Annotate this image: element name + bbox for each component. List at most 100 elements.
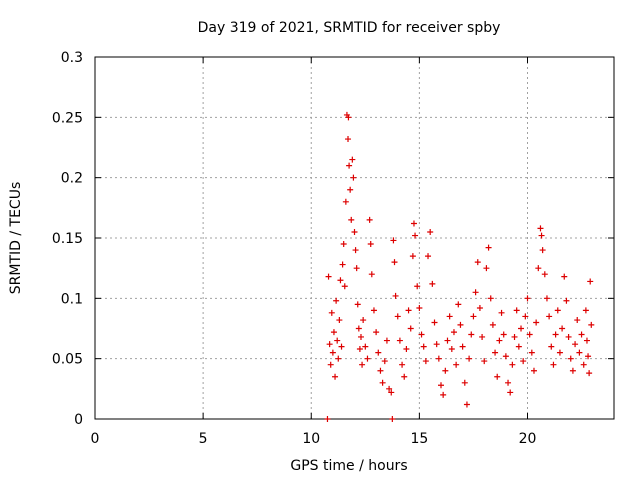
data-point [359,361,366,368]
data-point [487,295,494,302]
data-point [401,373,408,380]
data-point [582,307,589,314]
y-tick-label: 0.15 [52,231,83,247]
data-point [526,331,533,338]
data-point [556,349,563,356]
data-point [587,278,594,285]
data-point [574,317,581,324]
data-point [576,349,583,356]
data-point [396,337,403,344]
x-tick-label: 10 [302,431,320,447]
data-point [355,325,362,332]
data-point [375,349,382,356]
tick-layer: 0 5 10 15 20 0 0.05 0.1 0.15 0.2 0.25 0.3 [52,50,614,447]
data-point [580,361,587,368]
data-point [548,343,555,350]
data-point [381,358,388,365]
x-tick-label: 5 [199,431,208,447]
data-point [453,361,460,368]
data-point [410,220,417,227]
data-point [332,373,339,380]
data-point [494,373,501,380]
data-point [485,244,492,251]
data-point [440,391,447,398]
data-point [479,333,486,340]
chart-title: Day 319 of 2021, SRMTID for receiver spb… [198,20,501,36]
y-tick-label: 0.1 [61,291,83,307]
data-point [578,331,585,338]
x-tick-label: 0 [91,431,100,447]
data-point [327,361,334,368]
data-point [390,237,397,244]
data-point [442,367,449,374]
data-point [569,367,576,374]
data-point [539,247,546,254]
data-point [342,198,349,205]
data-point [431,319,438,326]
data-point [346,162,353,169]
data-point [370,307,377,314]
data-point [470,313,477,320]
data-point [483,265,490,272]
data-point [389,416,396,422]
data-point [585,353,592,360]
data-point [507,389,514,396]
data-point [386,385,393,392]
data-point [509,361,516,368]
data-point [364,355,371,362]
data-point [360,317,367,324]
data-point [481,358,488,365]
x-axis-label: GPS time / hours [290,458,407,474]
y-axis-label: SRMTID / TECUs [8,182,24,295]
data-point [348,216,355,223]
data-point [446,313,453,320]
data-point [448,346,455,353]
data-point [468,331,475,338]
data-point [455,301,462,308]
y-tick-label: 0.05 [52,352,83,368]
data-point [513,307,520,314]
data-point [414,283,421,290]
data-point [565,333,572,340]
data-point [459,343,466,350]
data-point [354,301,361,308]
data-point [472,289,479,296]
data-point [535,265,542,272]
data-point [362,343,369,350]
data-point [450,329,457,336]
data-point [409,253,416,260]
data-point [498,309,505,316]
data-point [518,325,525,332]
data-point [546,313,553,320]
data-point [330,329,337,336]
data-point [522,313,529,320]
data-point [357,333,364,340]
data-point [366,216,373,223]
data-point [403,346,410,353]
data-point [457,321,464,328]
data-point [379,379,386,386]
points-layer [324,111,595,422]
data-point [338,343,345,350]
x-tick-label: 15 [410,431,428,447]
data-point [520,358,527,365]
data-point [552,331,559,338]
data-point [476,304,483,311]
y-tick-label: 0 [74,412,83,428]
data-point [444,337,451,344]
data-point [388,389,395,396]
data-point [541,271,548,278]
y-tick-label: 0.3 [61,50,83,66]
data-point [533,319,540,326]
data-point [367,241,374,248]
data-point [339,261,346,268]
data-point [341,283,348,290]
data-point [496,337,503,344]
grid-layer [95,57,614,419]
data-point [427,228,434,235]
data-point [347,186,354,193]
data-point [383,337,390,344]
data-point [489,321,496,328]
data-point [583,337,590,344]
data-point [337,277,344,284]
